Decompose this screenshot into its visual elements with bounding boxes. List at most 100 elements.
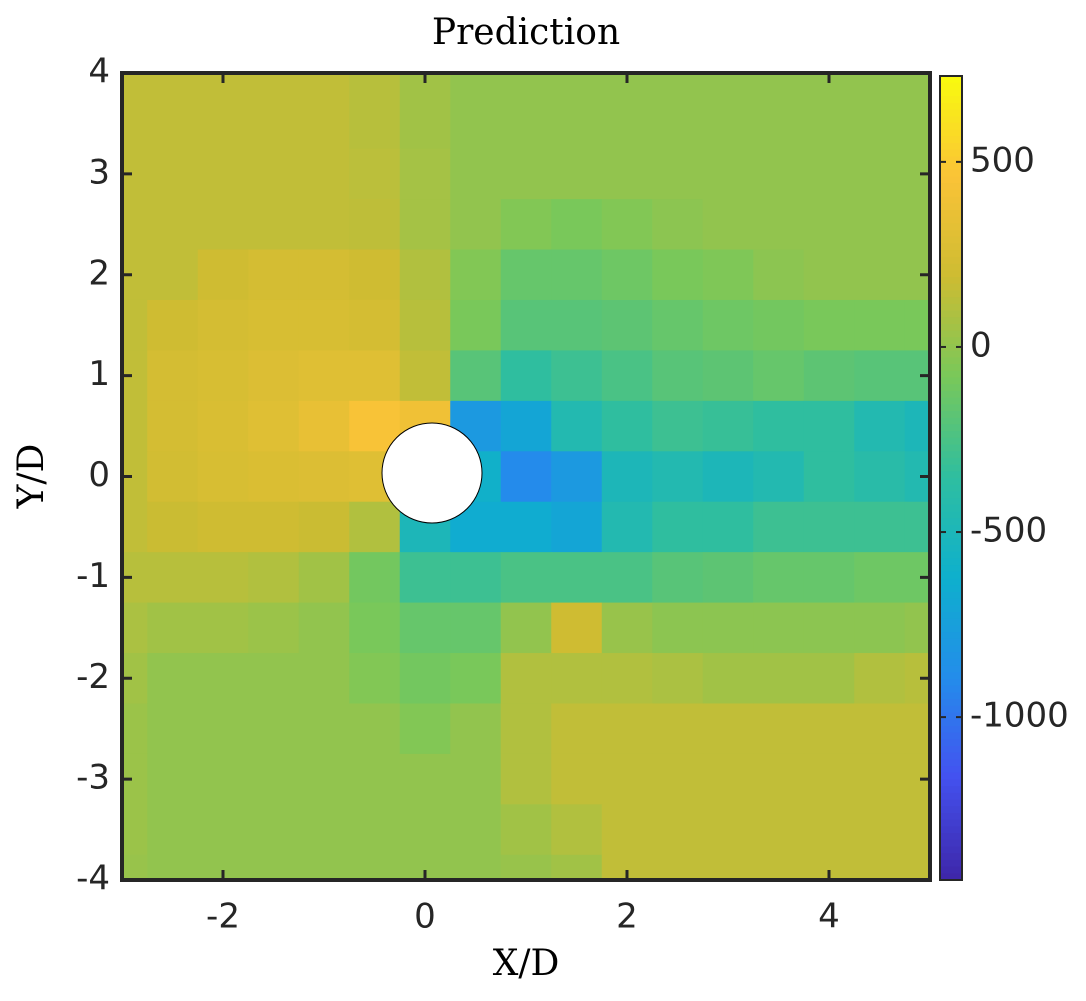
field-cell [500, 350, 552, 402]
field-cell [551, 299, 603, 352]
field-cell [601, 98, 653, 150]
field-cell [702, 501, 754, 553]
colorbar-swatch [940, 357, 962, 366]
x-tick-label: 0 [414, 897, 436, 937]
field-cell [753, 451, 805, 503]
field-cell [854, 400, 906, 452]
field-cell [147, 199, 199, 251]
field-cell [854, 653, 906, 705]
field-cell [702, 400, 754, 452]
colorbar-swatch [940, 658, 962, 667]
field-cell [399, 148, 451, 200]
field-cell [702, 552, 754, 604]
field-cell [753, 98, 805, 150]
field-cell [500, 98, 552, 150]
field-cell [399, 703, 451, 755]
colorbar-swatch [940, 679, 962, 687]
field-cell [551, 653, 603, 705]
field-cell [753, 753, 805, 805]
field-cell [803, 501, 855, 553]
field-cell [652, 400, 704, 452]
colorbar-swatch [940, 210, 962, 218]
field-cell [702, 804, 754, 856]
colorbar-swatch [940, 256, 962, 265]
field-cell [702, 854, 754, 880]
field-cell [652, 552, 704, 604]
colorbar-swatch [940, 464, 962, 473]
colorbar-swatch [940, 565, 962, 573]
field-cell [551, 552, 603, 604]
field-cell [248, 98, 300, 150]
chart-title: Prediction [432, 12, 620, 53]
field-cell [500, 199, 552, 251]
colorbar-swatch [940, 873, 962, 881]
colorbar-swatch [940, 471, 962, 479]
field-cell [803, 653, 855, 705]
colorbar-swatch [940, 116, 962, 124]
field-cell [551, 148, 603, 200]
x-tick-label: 4 [818, 897, 840, 937]
field-cell [803, 350, 855, 402]
field-cell [298, 552, 350, 604]
colorbar-swatch [940, 303, 962, 312]
colorbar-swatch [940, 444, 962, 453]
colorbar-swatch [940, 89, 962, 98]
field-cell [298, 148, 350, 200]
field-cell [500, 299, 552, 352]
field-cell [399, 199, 451, 251]
colorbar-swatch [940, 484, 962, 493]
field-cell [248, 148, 300, 200]
colorbar-swatch [940, 712, 962, 721]
field-cell [652, 804, 704, 856]
colorbar-swatch [940, 370, 962, 379]
colorbar-swatch [940, 558, 962, 567]
field-cell [652, 73, 704, 99]
field-cell [904, 804, 930, 856]
field-cell [197, 552, 249, 604]
field-cell [601, 148, 653, 200]
field-cell [197, 653, 249, 705]
field-cell [753, 854, 805, 880]
colorbar-swatch [940, 618, 962, 627]
field-cell [500, 703, 552, 755]
colorbar-swatch [940, 725, 962, 734]
colorbar-swatch [940, 779, 962, 788]
colorbar-swatch [940, 317, 962, 325]
colorbar-swatch [940, 377, 962, 386]
colorbar-swatch [940, 236, 962, 245]
field-cell [904, 199, 930, 251]
field-cell [854, 98, 906, 150]
field-cell [248, 703, 300, 755]
field-cell [147, 653, 199, 705]
colorbar-swatch [940, 819, 962, 828]
field-cell [197, 753, 249, 805]
colorbar-swatch [940, 136, 962, 144]
colorbar-swatch [940, 591, 962, 600]
y-tick-label: 1 [88, 354, 110, 394]
colorbar-swatch [940, 665, 962, 674]
colorbar-swatch [940, 417, 962, 426]
field-cell [147, 552, 199, 604]
colorbar-swatch [940, 156, 962, 165]
field-cell [904, 299, 930, 352]
field-cell [652, 653, 704, 705]
field-cell [450, 552, 502, 604]
field-cell [197, 703, 249, 755]
field-cell [601, 501, 653, 553]
field-cell [652, 501, 704, 553]
field-cell [122, 602, 148, 654]
colorbar-swatch [940, 571, 962, 580]
colorbar-swatch [940, 337, 962, 345]
colorbar-swatch [940, 672, 962, 680]
field-cell [298, 73, 350, 99]
field-cell [500, 753, 552, 805]
field-cell [702, 148, 754, 200]
y-axis-label: Y/D [11, 444, 52, 510]
field-cell [854, 73, 906, 99]
field-cell [904, 703, 930, 755]
field-cell [803, 552, 855, 604]
field-cell [298, 249, 350, 301]
field-cell [147, 299, 199, 352]
field-cell [450, 299, 502, 352]
field-cell [702, 451, 754, 503]
